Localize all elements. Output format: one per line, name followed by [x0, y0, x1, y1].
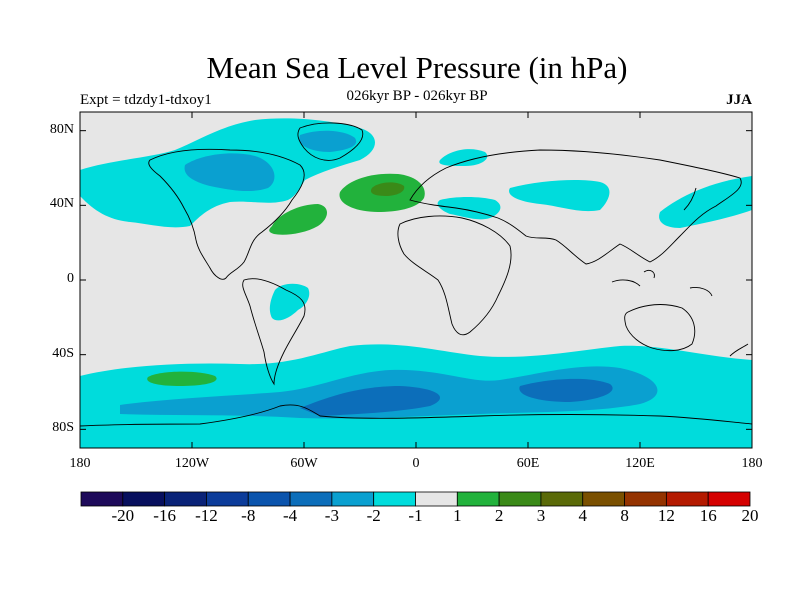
map-title: Mean Sea Level Pressure (in hPa)	[206, 50, 628, 85]
lat-tick-label: 40N	[49, 196, 74, 212]
colorbar-swatch	[665, 491, 709, 507]
colorbar-swatch	[247, 491, 291, 507]
lon-tick-label: 120W	[174, 456, 210, 471]
hudson-bay-low	[184, 153, 275, 192]
lon-tick-label: 0	[412, 456, 420, 471]
colorbar-tick-label: 2	[494, 506, 504, 525]
colorbar-tick-label: 8	[620, 506, 629, 525]
colorbar-swatch	[415, 491, 458, 507]
colorbar-swatch	[582, 491, 625, 507]
colorbar-tick-label: -4	[282, 506, 298, 525]
colorbar-swatch	[456, 491, 500, 507]
colorbar-swatch	[624, 491, 667, 507]
experiment-label: Expt = tdzdy1-tdxoy1	[80, 92, 212, 108]
lon-tick-label: 60W	[290, 456, 318, 471]
colorbar-swatch	[373, 491, 416, 507]
colorbar-swatch	[707, 491, 751, 507]
southern-ocean-core-east	[519, 378, 613, 402]
colorbar-tick-label: 20	[741, 506, 759, 525]
colorbar-tick-label: 3	[536, 506, 546, 525]
colorbar-swatch	[540, 491, 584, 507]
colorbar	[80, 491, 751, 507]
map-plot-area	[80, 112, 752, 448]
colorbar-swatch	[498, 491, 542, 507]
colorbar-swatch	[206, 491, 249, 507]
lat-tick-label: 0	[67, 271, 74, 286]
central-asia-low	[509, 180, 610, 212]
colorbar-tick-label: 12	[657, 506, 675, 525]
coastlines	[80, 122, 752, 427]
southern-ocean-core-west	[300, 386, 440, 416]
colorbar-tick-label: -16	[153, 506, 176, 525]
lat-tick-label: 80N	[49, 121, 74, 137]
colorbar-swatch	[164, 491, 207, 507]
colorbar-tick-label: 1	[453, 506, 462, 525]
greenland-low	[299, 130, 357, 152]
colorbar-tick-label: -1	[408, 506, 423, 525]
north-atlantic-high-core	[370, 182, 405, 196]
season-label: JJA	[726, 92, 752, 108]
anomaly-fills	[80, 118, 752, 448]
colorbar-tick-label: -3	[324, 506, 339, 525]
nw-pacific-low	[659, 176, 752, 228]
lon-tick-label: 180	[741, 456, 763, 471]
colorbar-tick-label: -12	[195, 506, 218, 525]
colorbar-tick-label: -2	[366, 506, 381, 525]
colorbar-swatch	[122, 491, 166, 507]
colorbar-swatch	[331, 491, 375, 507]
lat-tick-label: 40S	[52, 345, 74, 361]
axis-ticks	[79, 112, 753, 448]
lat-tick-label: 80S	[52, 420, 74, 436]
tropical-atlantic-low	[269, 283, 310, 321]
colorbar-tick-label: -20	[111, 506, 135, 525]
western-atlantic-high	[269, 204, 327, 235]
lon-tick-label: 60E	[516, 456, 540, 471]
colorbar-swatch	[289, 491, 333, 507]
colorbar-tick-label: 16	[699, 506, 717, 525]
colorbar-tick-label: 4	[578, 506, 588, 525]
colorbar-tick-label: -8	[241, 506, 256, 525]
period-label: 026kyr BP - 026kyr BP	[346, 88, 488, 104]
south-pacific-high	[147, 371, 217, 386]
lon-tick-label: 180	[69, 456, 91, 471]
colorbar-swatch	[80, 491, 124, 507]
lon-tick-label: 120E	[625, 456, 655, 471]
siberia-low	[439, 149, 488, 166]
